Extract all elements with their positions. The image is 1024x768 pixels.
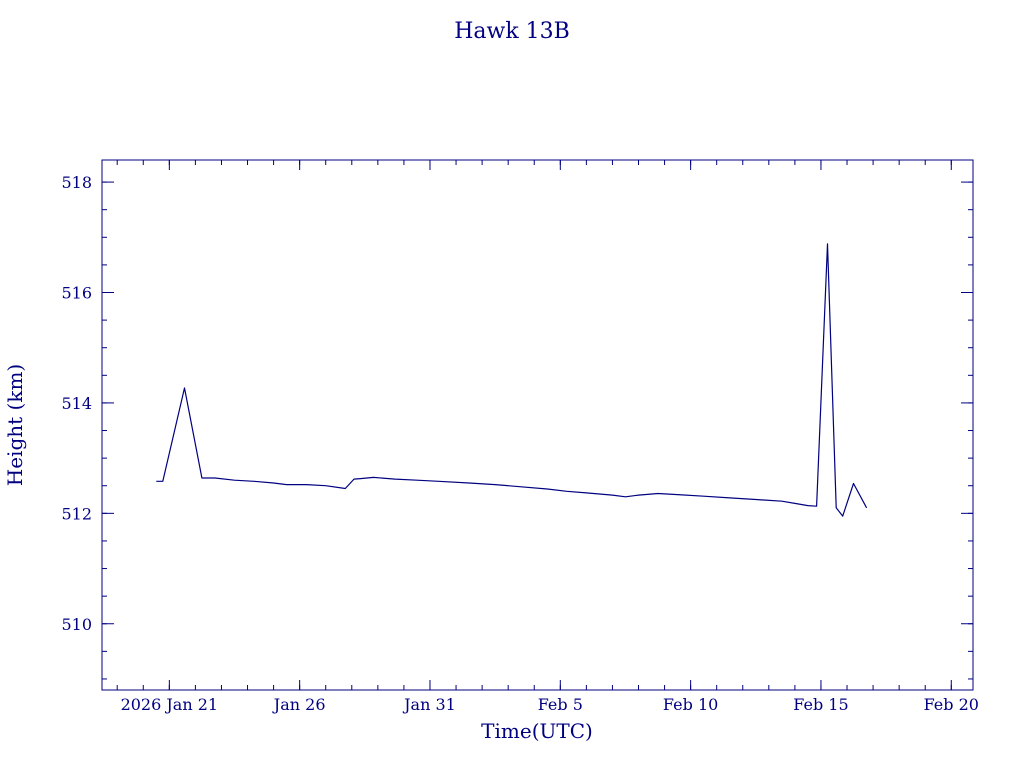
series-lines	[156, 243, 868, 517]
x-tick-label: Feb 15	[793, 695, 848, 714]
x-axis-label: Time(UTC)	[481, 719, 593, 743]
y-tick-label: 518	[61, 173, 92, 192]
y-tick-label: 510	[61, 615, 92, 634]
y-tick-labels: 510 512 514 516 518	[61, 173, 92, 634]
x-tick-label: Feb 20	[924, 695, 979, 714]
y-axis-label: Height (km)	[3, 364, 27, 486]
chart-title: Hawk 13B	[454, 19, 570, 44]
series-line	[156, 243, 868, 517]
x-tick-labels: 2026 Jan 21 Jan 26 Jan 31 Feb 5 Feb 10 Feb 15…	[121, 695, 979, 714]
x-tick-label: Feb 5	[538, 695, 583, 714]
y-tick-label: 516	[61, 284, 92, 303]
x-tick-label: Jan 31	[402, 695, 456, 714]
y-tick-label: 514	[61, 394, 92, 413]
x-tick-label: Jan 26	[272, 695, 326, 714]
plot-frame	[101, 159, 974, 691]
y-tick-label: 512	[61, 504, 92, 523]
x-tick-label: Feb 10	[663, 695, 718, 714]
axis-ticks	[102, 160, 973, 690]
x-tick-label: 2026 Jan 21	[121, 695, 219, 714]
